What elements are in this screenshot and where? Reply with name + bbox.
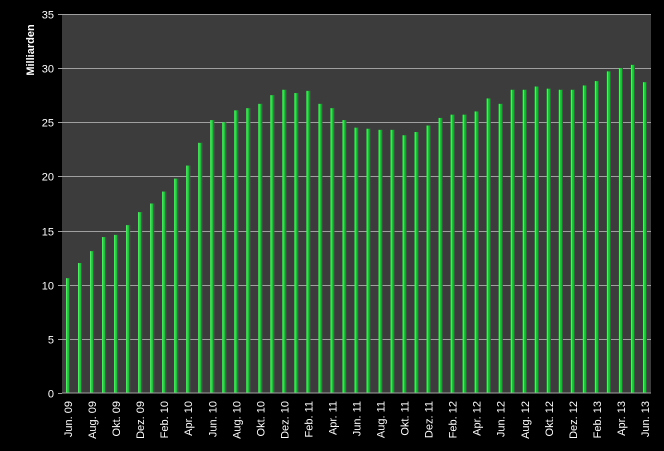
bar <box>510 89 515 394</box>
bar <box>150 203 155 393</box>
bar <box>198 142 203 393</box>
bar <box>486 98 491 394</box>
y-tick-label: 30 <box>42 64 54 76</box>
bar <box>138 212 143 393</box>
bar <box>426 125 431 393</box>
bar <box>522 89 527 394</box>
bar <box>270 95 275 394</box>
bar <box>570 89 575 394</box>
x-tick-label: Aug. 11 <box>376 401 388 438</box>
bar <box>234 110 239 394</box>
bar <box>210 120 215 394</box>
bar <box>594 81 599 393</box>
bar <box>306 90 311 393</box>
bar <box>378 129 383 393</box>
x-tick-label: Dez. 12 <box>568 401 580 439</box>
bar <box>630 64 635 393</box>
x-tick-label: Aug. 12 <box>520 401 532 439</box>
bar <box>282 89 287 394</box>
bar <box>318 103 323 393</box>
bar <box>618 68 623 393</box>
bar <box>642 82 647 393</box>
bar <box>546 88 551 393</box>
x-tick-label: Aug. 09 <box>87 401 99 439</box>
bar-series <box>66 64 647 394</box>
bar <box>162 191 167 393</box>
y-tick-label: 0 <box>48 389 54 401</box>
bar <box>102 237 107 393</box>
bar <box>342 120 347 394</box>
y-tick-label: 20 <box>42 172 54 184</box>
x-tick-label: Apr. 13 <box>616 401 628 436</box>
x-tick-label: Apr. 12 <box>472 401 484 436</box>
x-tick-label: Dez. 10 <box>279 401 291 439</box>
x-tick-label: Feb. 11 <box>303 401 315 438</box>
bar <box>126 225 131 393</box>
x-tick-label: Dez. 09 <box>135 401 147 439</box>
bar <box>402 135 407 393</box>
bar <box>414 132 419 393</box>
y-axis-tick-labels: 0 5 10 15 20 25 30 35 <box>42 10 54 401</box>
x-tick-label: Jun. 12 <box>496 401 508 437</box>
y-tick-label: 5 <box>48 335 54 347</box>
x-axis-tick-labels: Jun. 09 Aug. 09 Okt. 09 Dez. 09 Feb. 10 Apr. … <box>63 401 652 439</box>
bar <box>174 178 179 393</box>
x-tick-label: Jun. 13 <box>640 401 652 437</box>
x-tick-label: Okt. 11 <box>400 401 412 436</box>
bar <box>438 117 443 393</box>
x-tick-label: Dez. 11 <box>424 401 436 438</box>
bar <box>246 108 251 394</box>
bar <box>582 85 587 393</box>
bar <box>366 128 371 393</box>
bar <box>78 263 83 393</box>
bar <box>606 71 611 393</box>
bar <box>534 86 539 394</box>
bar <box>222 122 227 393</box>
bar <box>66 278 71 393</box>
x-tick-label: Feb. 10 <box>159 401 171 438</box>
bar <box>474 111 479 394</box>
bar <box>354 127 359 393</box>
bar <box>90 251 95 393</box>
y-axis-title: Milliarden <box>25 24 37 76</box>
bar <box>258 103 263 393</box>
bar <box>558 89 563 394</box>
x-tick-label: Okt. 09 <box>111 401 123 436</box>
bar <box>450 114 455 394</box>
x-tick-label: Aug. 10 <box>231 401 243 439</box>
bar <box>114 234 119 393</box>
bar <box>330 108 335 394</box>
x-tick-label: Jun. 10 <box>207 401 219 437</box>
x-tick-label: Okt. 10 <box>255 401 267 436</box>
y-tick-label: 10 <box>42 281 54 293</box>
x-tick-label: Okt. 12 <box>544 401 556 436</box>
bar <box>462 114 467 394</box>
bar <box>186 165 191 393</box>
bar <box>294 93 299 394</box>
x-tick-label: Apr. 10 <box>183 401 195 436</box>
y-tick-label: 25 <box>42 118 54 130</box>
x-tick-label: Jun. 09 <box>63 401 75 437</box>
bar <box>390 129 395 393</box>
x-tick-label: Jun. 11 <box>352 401 364 436</box>
bar <box>498 103 503 393</box>
x-tick-label: Feb. 13 <box>592 401 604 438</box>
x-tick-label: Feb. 12 <box>448 401 460 438</box>
y-tick-label: 35 <box>42 10 54 22</box>
x-tick-label: Apr. 11 <box>327 401 339 435</box>
y-tick-label: 15 <box>42 227 54 239</box>
